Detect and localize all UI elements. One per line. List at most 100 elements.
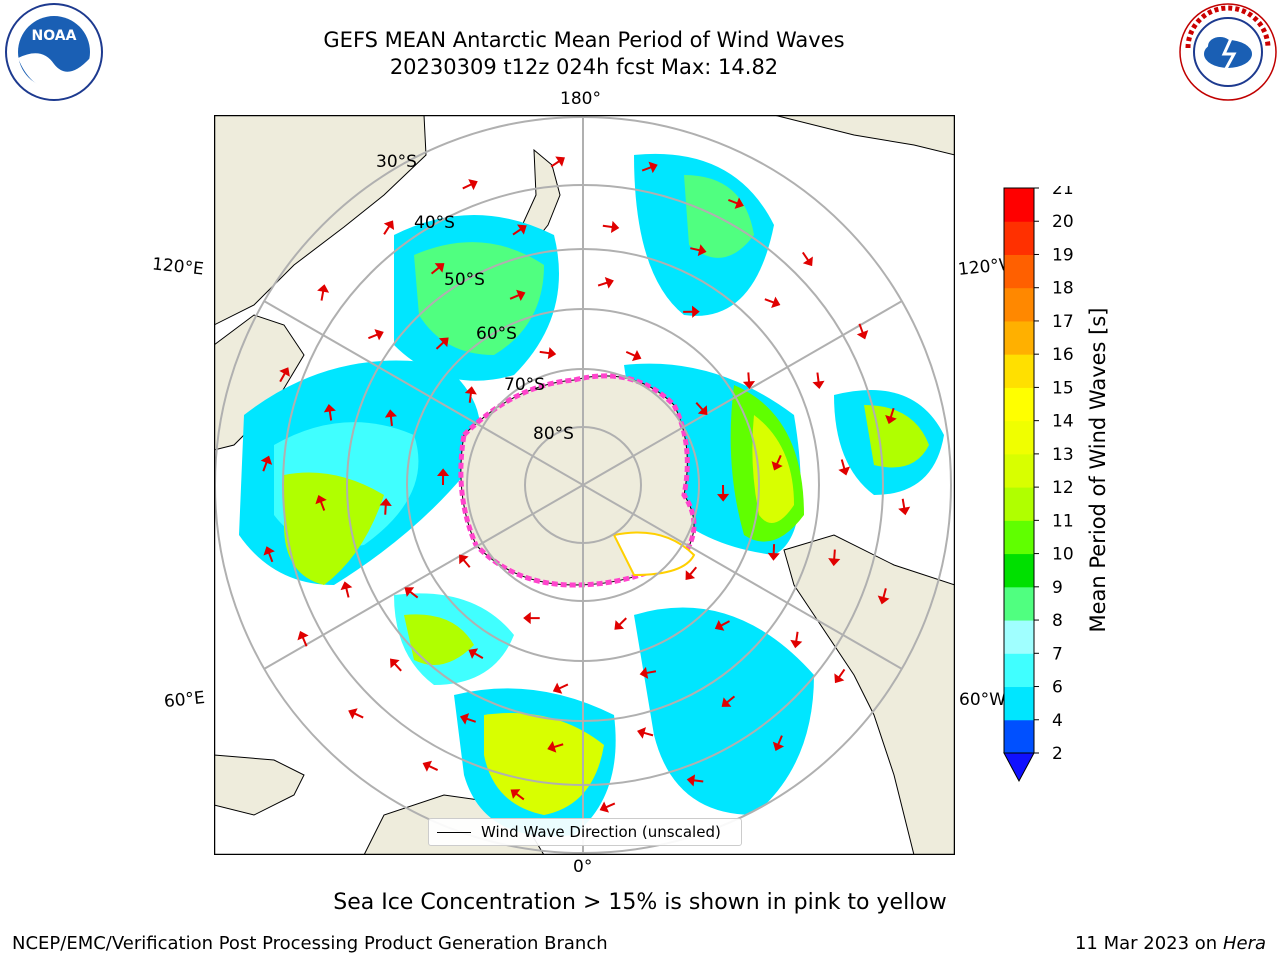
wave-direction-arrow	[383, 225, 391, 235]
colorbar-band	[1004, 221, 1034, 255]
wave-direction-arrowhead	[834, 673, 845, 684]
wave-direction-arrowhead	[547, 347, 557, 360]
wave-direction-arrowhead	[260, 455, 273, 465]
wave-direction-arrowhead	[523, 612, 531, 625]
legend-line-sample	[437, 831, 471, 833]
wave-direction-arrow	[858, 323, 864, 334]
wave-direction-arrow	[353, 712, 364, 719]
wave-direction-arrow	[553, 743, 564, 749]
wave-direction-arrowhead	[263, 546, 275, 556]
wave-direction-arrowhead	[714, 619, 725, 631]
colorbar-tick-label: 6	[1052, 678, 1063, 698]
wave-direction-arrow	[643, 731, 654, 737]
machine-label: Hera	[1222, 933, 1266, 954]
wave-direction-arrow	[689, 566, 698, 576]
colorbar-frame	[1003, 187, 1035, 754]
colorbar-tick-label: 12	[1052, 478, 1074, 498]
colorbar-band	[1004, 420, 1034, 455]
wave-direction-arrow	[605, 802, 616, 809]
wave-direction-arrow	[801, 251, 810, 262]
wave-direction-arrowhead	[610, 220, 620, 233]
wave-direction-arrowhead	[802, 256, 813, 267]
wave-direction-arrow	[597, 281, 608, 287]
wave-direction-arrow	[345, 587, 350, 598]
wave-direction-arrow	[764, 298, 775, 304]
wave-direction-arrow	[279, 372, 286, 383]
wave-direction-arrowhead	[552, 682, 563, 694]
wave-direction-arrow	[833, 549, 836, 560]
wave-direction-arrow	[747, 372, 751, 383]
wave-direction-arrowhead	[434, 263, 445, 273]
wave-direction-arrow	[393, 662, 402, 672]
wave-direction-arrow	[693, 779, 704, 783]
colorbar-band	[1004, 188, 1034, 222]
colorbar-band	[1004, 354, 1034, 388]
colorbar-tick-label: 10	[1052, 545, 1074, 565]
chart-title: GEFS MEAN Antarctic Mean Period of Wind …	[323, 28, 845, 52]
colorbar-tick-label: 16	[1052, 345, 1074, 365]
wave-direction-arrowhead	[614, 620, 625, 630]
wave-direction-arrowhead	[771, 296, 781, 309]
wave-direction-arrowhead	[348, 708, 358, 720]
wave-direction-arrow	[840, 459, 846, 470]
wave-direction-arrowhead	[547, 741, 557, 753]
lon-label-60w: 60°W	[959, 690, 1006, 710]
wave-direction-arrow	[430, 266, 440, 275]
wave-direction-arrow	[625, 350, 636, 357]
wave-direction-arrowhead	[742, 381, 756, 390]
noaa-logo-text: NOAA	[32, 28, 77, 44]
wave-direction-arrowhead	[772, 741, 785, 751]
noaa-logo: NOAA	[4, 2, 104, 102]
wave-direction-arrowhead	[464, 386, 477, 395]
wave-direction-arrowhead	[648, 161, 658, 174]
colorbar-tick-label: 13	[1052, 445, 1074, 465]
colorbar-tick-label: 19	[1052, 245, 1074, 265]
colorbar-tick-label: 4	[1052, 711, 1063, 731]
wave-direction-arrow	[320, 290, 325, 301]
colorbar-tick-label: 21	[1052, 186, 1074, 199]
wave-direction-arrowhead	[384, 409, 397, 418]
wave-direction-arrowhead	[639, 666, 649, 679]
wave-direction-arrow	[602, 224, 613, 229]
wave-direction-arrow	[389, 415, 393, 427]
polar-map	[214, 115, 955, 855]
wave-direction-arrow	[645, 670, 657, 675]
wave-direction-arrow	[641, 166, 652, 172]
date-label: 11 Mar 2023 on	[1074, 933, 1218, 954]
wave-direction-arrowhead	[637, 727, 647, 739]
colorbar-band	[1004, 320, 1034, 355]
wave-direction-arrowhead	[422, 760, 433, 772]
graticule	[214, 116, 952, 854]
wave-direction-arrowhead	[599, 801, 610, 813]
wave-direction-arrowhead	[459, 554, 469, 565]
chart-subtitle: 20230309 t12z 024h fcst Max: 14.82	[389, 55, 779, 79]
wave-direction-arrowhead	[692, 305, 700, 318]
wave-direction-arrow	[409, 590, 419, 599]
wave-direction-arrowhead	[685, 570, 696, 580]
wave-direction-arrowhead	[767, 552, 780, 561]
lon-label-180: 180°	[560, 89, 601, 109]
colorbar-band	[1004, 686, 1034, 721]
wave-direction-arrowhead	[686, 774, 696, 787]
wave-direction-arrowhead	[436, 468, 450, 477]
colorbar-band	[1004, 719, 1034, 754]
wave-direction-arrowhead	[323, 404, 336, 413]
wave-direction-arrow	[473, 652, 484, 659]
wave-direction-arrow	[462, 183, 473, 190]
colorbar-tick-label: 8	[1052, 611, 1063, 631]
wave-direction-arrow	[816, 372, 820, 383]
colorbar-band	[1004, 254, 1034, 289]
wave-direction-arrowhead	[812, 380, 825, 390]
colorbar-band	[1004, 620, 1034, 654]
wave-direction-arrowhead	[838, 466, 851, 476]
wave-direction-arrow	[837, 668, 846, 679]
wave-direction-arrowhead	[459, 713, 470, 725]
wave-direction-arrow	[690, 247, 701, 252]
wave-direction-arrowhead	[898, 506, 911, 516]
lat-label-70s: 70°S	[504, 375, 545, 395]
wave-direction-arrowhead	[877, 595, 890, 605]
wave-direction-arrowhead	[697, 405, 708, 416]
wave-direction-arrow	[728, 198, 739, 205]
wave-direction-arrowhead	[390, 658, 400, 669]
colorbar-tick-label: 9	[1052, 578, 1063, 598]
